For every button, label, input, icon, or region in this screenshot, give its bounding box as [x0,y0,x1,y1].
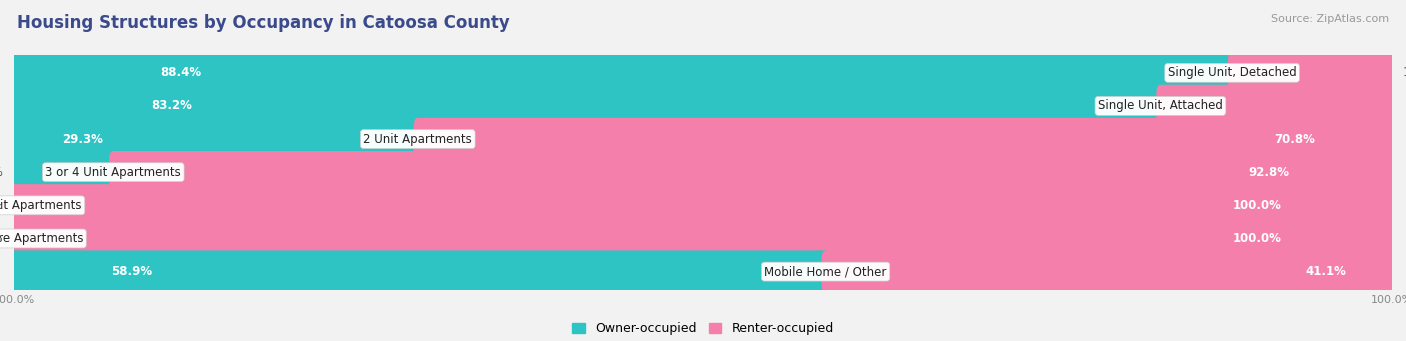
Text: Mobile Home / Other: Mobile Home / Other [765,265,887,278]
Legend: Owner-occupied, Renter-occupied: Owner-occupied, Renter-occupied [572,322,834,335]
Text: 0.0%: 0.0% [0,199,3,212]
Bar [14,155,1392,189]
Bar [14,89,1392,122]
FancyBboxPatch shape [413,118,1398,160]
FancyBboxPatch shape [10,184,1396,226]
Text: 58.9%: 58.9% [111,265,153,278]
FancyBboxPatch shape [10,51,1236,94]
Text: 11.6%: 11.6% [1403,66,1406,79]
FancyBboxPatch shape [1156,85,1398,127]
Text: 0.0%: 0.0% [0,232,3,245]
FancyBboxPatch shape [10,250,830,293]
Text: 100.0%: 100.0% [1233,199,1282,212]
Bar [14,189,1392,222]
FancyBboxPatch shape [10,217,1396,260]
Text: 88.4%: 88.4% [160,66,201,79]
Text: 83.2%: 83.2% [152,100,193,113]
FancyBboxPatch shape [10,118,422,160]
Text: 16.9%: 16.9% [1405,100,1406,113]
Text: Single Unit, Attached: Single Unit, Attached [1098,100,1223,113]
Text: 29.3%: 29.3% [62,133,104,146]
FancyBboxPatch shape [110,151,1396,193]
Text: Single Unit, Detached: Single Unit, Detached [1168,66,1296,79]
Bar [14,122,1392,155]
Text: 70.8%: 70.8% [1274,133,1315,146]
Text: 100.0%: 100.0% [1233,232,1282,245]
Bar [14,255,1392,288]
Bar [14,222,1392,255]
Text: Housing Structures by Occupancy in Catoosa County: Housing Structures by Occupancy in Catoo… [17,14,509,32]
Text: 2 Unit Apartments: 2 Unit Apartments [363,133,472,146]
Text: 10 or more Apartments: 10 or more Apartments [0,232,83,245]
Text: 5 to 9 Unit Apartments: 5 to 9 Unit Apartments [0,199,82,212]
Text: Source: ZipAtlas.com: Source: ZipAtlas.com [1271,14,1389,24]
Bar [14,56,1392,89]
Text: 41.1%: 41.1% [1306,265,1347,278]
FancyBboxPatch shape [10,85,1164,127]
Text: 92.8%: 92.8% [1249,166,1289,179]
Text: 3 or 4 Unit Apartments: 3 or 4 Unit Apartments [45,166,181,179]
FancyBboxPatch shape [821,250,1396,293]
Text: 7.2%: 7.2% [0,166,3,179]
FancyBboxPatch shape [1227,51,1396,94]
FancyBboxPatch shape [10,151,118,193]
